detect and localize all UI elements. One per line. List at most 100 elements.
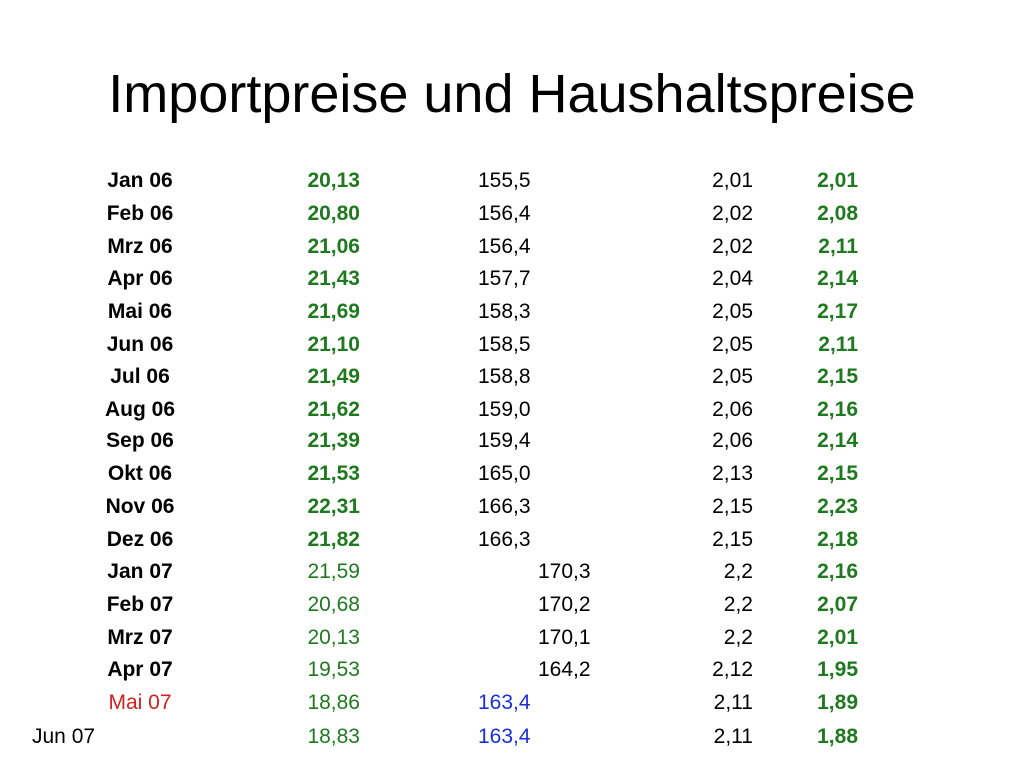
month-cell: Mai 07 bbox=[108, 691, 172, 714]
index-cell: 163,4 bbox=[478, 725, 531, 748]
table-row: Mai 06 21,69 158,3 2,05 2,17 bbox=[0, 299, 1024, 325]
index-cell: 165,0 bbox=[478, 462, 531, 485]
import-price-cell: 21,39 bbox=[307, 429, 360, 452]
price-cell: 2,11 bbox=[713, 725, 753, 748]
table-row: Jun 07 18,83 163,4 2,11 1,88 bbox=[0, 724, 1024, 750]
month-cell: Jul 06 bbox=[110, 365, 170, 388]
household-price-cell: 1,95 bbox=[817, 658, 858, 681]
index-cell: 170,2 bbox=[538, 593, 591, 616]
import-price-cell: 21,59 bbox=[307, 560, 360, 583]
household-price-cell: 2,16 bbox=[817, 398, 858, 421]
table-row: Mai 07 18,86 163,4 2,11 1,89 bbox=[0, 690, 1024, 716]
month-cell: Jan 06 bbox=[107, 169, 173, 192]
month-cell: Mrz 06 bbox=[107, 235, 173, 258]
index-cell: 170,1 bbox=[538, 626, 591, 649]
index-cell: 155,5 bbox=[478, 169, 531, 192]
month-cell: Feb 06 bbox=[106, 202, 174, 225]
import-price-cell: 20,68 bbox=[307, 593, 360, 616]
import-price-cell: 20,80 bbox=[307, 202, 360, 225]
price-cell: 2,15 bbox=[712, 528, 753, 551]
import-price-cell: 21,82 bbox=[307, 528, 360, 551]
price-cell: 2,2 bbox=[723, 560, 753, 583]
index-cell: 156,4 bbox=[478, 235, 531, 258]
household-price-cell: 2,18 bbox=[817, 528, 858, 551]
table-row: Okt 06 21,53 165,0 2,13 2,15 bbox=[0, 461, 1024, 487]
index-cell: 166,3 bbox=[478, 495, 531, 518]
table-row: Mrz 06 21,06 156,4 2,02 2,11 bbox=[0, 234, 1024, 260]
index-cell: 156,4 bbox=[478, 202, 531, 225]
table-row: Jan 07 21,59 170,3 2,2 2,16 bbox=[0, 559, 1024, 585]
price-cell: 2,05 bbox=[712, 300, 753, 323]
index-cell: 158,8 bbox=[478, 365, 531, 388]
table-row: Aug 06 21,62 159,0 2,06 2,16 bbox=[0, 397, 1024, 423]
import-price-cell: 20,13 bbox=[307, 626, 360, 649]
import-price-cell: 20,13 bbox=[307, 169, 360, 192]
index-cell: 158,3 bbox=[478, 300, 531, 323]
import-price-cell: 18,86 bbox=[307, 691, 360, 714]
index-cell: 159,4 bbox=[478, 429, 531, 452]
household-price-cell: 2,23 bbox=[817, 495, 858, 518]
import-price-cell: 18,83 bbox=[307, 725, 360, 748]
price-cell: 2,06 bbox=[712, 398, 753, 421]
import-price-cell: 21,62 bbox=[307, 398, 360, 421]
index-cell: 158,5 bbox=[478, 333, 531, 356]
month-cell: Feb 07 bbox=[106, 593, 174, 616]
import-price-cell: 22,31 bbox=[307, 495, 360, 518]
table-row: Apr 06 21,43 157,7 2,04 2,14 bbox=[0, 266, 1024, 292]
month-cell: Jun 06 bbox=[106, 333, 174, 356]
household-price-cell: 2,14 bbox=[817, 267, 858, 290]
month-cell: Jun 07 bbox=[32, 725, 96, 748]
price-cell: 2,13 bbox=[712, 462, 753, 485]
month-cell: Nov 06 bbox=[105, 495, 175, 518]
month-cell: Mai 06 bbox=[107, 300, 173, 323]
table-row: Jun 06 21,10 158,5 2,05 2,11 bbox=[0, 332, 1024, 358]
import-price-cell: 19,53 bbox=[307, 658, 360, 681]
price-cell: 2,02 bbox=[712, 202, 753, 225]
price-cell: 2,04 bbox=[712, 267, 753, 290]
table-row: Sep 06 21,39 159,4 2,06 2,14 bbox=[0, 428, 1024, 454]
price-cell: 2,05 bbox=[712, 365, 753, 388]
page-title: Importpreise und Haushaltspreise bbox=[108, 64, 916, 124]
price-cell: 2,2 bbox=[723, 593, 753, 616]
household-price-cell: 2,15 bbox=[817, 462, 858, 485]
index-cell: 164,2 bbox=[538, 658, 591, 681]
month-cell: Apr 06 bbox=[107, 267, 173, 290]
household-price-cell: 2,11 bbox=[818, 235, 858, 258]
price-cell: 2,02 bbox=[712, 235, 753, 258]
month-cell: Apr 07 bbox=[107, 658, 173, 681]
month-cell: Jan 07 bbox=[107, 560, 173, 583]
price-cell: 2,12 bbox=[712, 658, 753, 681]
household-price-cell: 2,01 bbox=[817, 169, 858, 192]
table-row: Mrz 07 20,13 170,1 2,2 2,01 bbox=[0, 625, 1024, 651]
index-cell: 157,7 bbox=[478, 267, 531, 290]
import-price-cell: 21,10 bbox=[307, 333, 360, 356]
price-cell: 2,11 bbox=[713, 691, 753, 714]
month-cell: Dez 06 bbox=[106, 528, 174, 551]
index-cell: 159,0 bbox=[478, 398, 531, 421]
import-price-cell: 21,49 bbox=[307, 365, 360, 388]
table-row: Apr 07 19,53 164,2 2,12 1,95 bbox=[0, 657, 1024, 683]
import-price-cell: 21,06 bbox=[307, 235, 360, 258]
price-cell: 2,06 bbox=[712, 429, 753, 452]
month-cell: Sep 06 bbox=[106, 429, 174, 452]
price-cell: 2,15 bbox=[712, 495, 753, 518]
import-price-cell: 21,53 bbox=[307, 462, 360, 485]
household-price-cell: 2,17 bbox=[817, 300, 858, 323]
import-price-cell: 21,69 bbox=[307, 300, 360, 323]
household-price-cell: 2,14 bbox=[817, 429, 858, 452]
price-cell: 2,01 bbox=[712, 169, 753, 192]
price-cell: 2,05 bbox=[712, 333, 753, 356]
import-price-cell: 21,43 bbox=[307, 267, 360, 290]
month-cell: Okt 06 bbox=[107, 462, 173, 485]
table-row: Feb 07 20,68 170,2 2,2 2,07 bbox=[0, 592, 1024, 618]
household-price-cell: 2,16 bbox=[817, 560, 858, 583]
household-price-cell: 2,11 bbox=[818, 333, 858, 356]
household-price-cell: 1,89 bbox=[817, 691, 858, 714]
price-cell: 2,2 bbox=[723, 626, 753, 649]
table-row: Jul 06 21,49 158,8 2,05 2,15 bbox=[0, 364, 1024, 390]
table-row: Nov 06 22,31 166,3 2,15 2,23 bbox=[0, 494, 1024, 520]
month-cell: Aug 06 bbox=[104, 398, 175, 421]
household-price-cell: 2,08 bbox=[817, 202, 858, 225]
household-price-cell: 2,01 bbox=[817, 626, 858, 649]
household-price-cell: 2,15 bbox=[817, 365, 858, 388]
